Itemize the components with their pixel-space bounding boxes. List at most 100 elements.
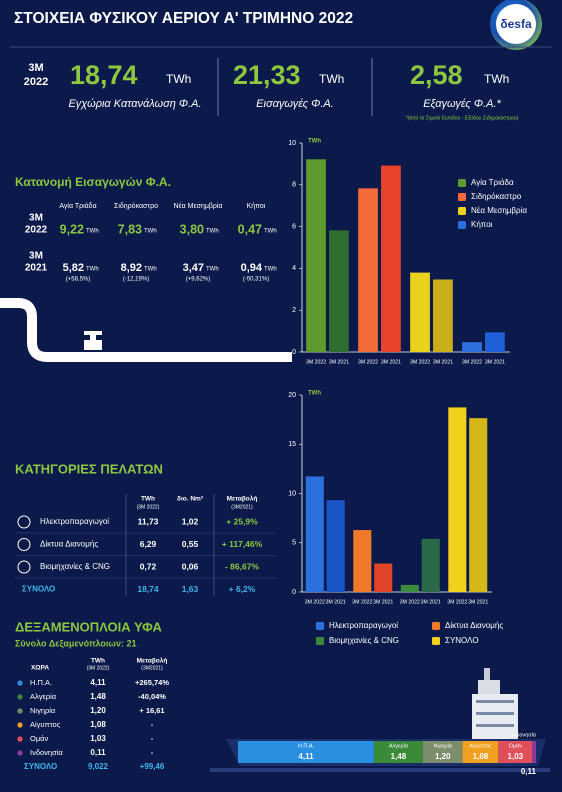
bar <box>421 538 440 592</box>
cargo-segment <box>462 741 499 763</box>
legend-label: Αγία Τριάδα <box>471 178 514 187</box>
value: 0,11 <box>90 748 106 757</box>
value: 1,48 <box>90 692 106 701</box>
value: 3,80 <box>180 222 204 236</box>
legend-swatch <box>458 221 466 229</box>
bar <box>329 230 349 352</box>
x-tick-label: 3M 2022 <box>400 599 420 605</box>
legend-swatch <box>458 207 466 215</box>
legend-swatch <box>458 193 466 201</box>
subtitle: Σύνολο Δεξαμενόπλοιων: 21 <box>15 638 136 648</box>
value: 6,29 <box>140 539 157 549</box>
segment-label: Ομάν <box>509 742 523 749</box>
segment-label: Νιγηρία <box>433 743 452 749</box>
icon <box>17 560 31 574</box>
bar <box>448 407 467 592</box>
kpi-label: Εισαγωγές Φ.Α. <box>256 98 334 110</box>
value: 3,47 <box>183 262 204 274</box>
change: (+58,5%) <box>66 277 91 283</box>
column-header: (3M 2022) <box>87 665 110 671</box>
country: Η.Π.Α. <box>30 678 52 687</box>
cargo-segment <box>498 741 533 763</box>
value: 18,74 <box>137 584 159 594</box>
y-tick-label: 15 <box>288 441 296 448</box>
category: Βιομηχανίες & CNG <box>40 562 110 571</box>
legend-label: Ηλεκτροπαραγωγοί <box>329 621 398 630</box>
column-header: διο. Nm³ <box>177 496 204 503</box>
period: 3M <box>29 251 43 262</box>
pipeline <box>0 298 292 362</box>
segment-value: 1,48 <box>391 752 407 761</box>
bar <box>326 500 345 592</box>
unit: TWh <box>206 267 219 273</box>
legend-dot <box>17 680 23 686</box>
legend-label: Δίκτυα Διανομής <box>445 621 503 630</box>
country: Νιγηρία <box>30 706 56 715</box>
change: (-12,19%) <box>123 277 149 283</box>
cargo-segment <box>238 741 374 763</box>
bar <box>433 279 453 352</box>
change: + 16,61 <box>139 706 164 715</box>
column-header: Μεταβολή <box>227 495 258 503</box>
axis-label: TWh <box>308 391 321 397</box>
value: 11,73 <box>138 516 159 526</box>
column-header: (3M2021) <box>231 504 253 510</box>
value: 4,11 <box>90 678 106 687</box>
y-tick-label: 2 <box>292 307 296 314</box>
value: 1,08 <box>90 720 106 729</box>
column-header: (3M2021) <box>141 665 163 671</box>
legend-swatch <box>316 622 324 630</box>
segment-label: Η.Π.Α. <box>298 743 315 749</box>
segment-label: Αίγυπτος <box>469 743 492 749</box>
segment-label: Αλγερία <box>389 743 409 749</box>
y-tick-label: 20 <box>288 392 296 399</box>
column-header: Αγία Τριάδα <box>59 202 96 210</box>
bar <box>410 272 430 352</box>
legend-label: Σιδηρόκαστρο <box>471 192 522 201</box>
legend-dot <box>17 722 23 728</box>
x-tick-label: 3M 2022 <box>447 599 467 605</box>
x-tick-label: 3M 2021 <box>485 359 505 365</box>
bar <box>353 530 372 592</box>
logo-inner <box>496 4 536 44</box>
y-tick-label: 6 <box>292 223 296 230</box>
change: + 117,46% <box>222 539 263 549</box>
legend-dot <box>17 736 23 742</box>
change: + 25,9% <box>226 516 258 526</box>
column-header: (3M 2022) <box>137 504 160 510</box>
icon <box>17 515 31 529</box>
x-tick-label: 3M 2022 <box>305 599 325 605</box>
legend-label: Νέα Μεσημβρία <box>471 206 527 215</box>
segment-value: 1,08 <box>473 752 489 761</box>
y-tick-label: 0 <box>292 589 296 596</box>
category: Δίκτυα Διανομής <box>40 540 98 549</box>
unit: TWh <box>86 229 99 235</box>
y-tick-label: 5 <box>292 540 296 547</box>
legend-label: ΣΥΝΟΛΟ <box>445 636 479 645</box>
change: - <box>151 734 154 743</box>
legend-swatch <box>316 637 324 645</box>
unit: TWh <box>86 267 99 273</box>
title: ΣΤΟΙΧΕΙΑ ΦΥΣΙΚΟΥ ΑΕΡΙΟΥ Α' ΤΡΙΜΗΝΟ 2022 <box>14 10 353 27</box>
category: ΣΥΝΟΛΟ <box>22 585 55 594</box>
x-tick-label: 3M 2022 <box>462 359 482 365</box>
x-tick-label: 3M 2022 <box>306 359 326 365</box>
value: 7,83 <box>118 222 142 236</box>
unit: TWh <box>206 229 219 235</box>
legend-swatch <box>432 637 440 645</box>
bar <box>462 342 482 352</box>
y-tick-label: 10 <box>288 140 296 147</box>
x-tick-label: 3M 2021 <box>468 599 488 605</box>
bar <box>485 332 505 352</box>
column-header: Κήποι <box>247 203 266 210</box>
bar <box>469 418 488 592</box>
y-tick-label: 10 <box>288 490 296 497</box>
category: Ηλεκτροπαραγωγοί <box>40 517 109 526</box>
change: -40,04% <box>138 692 166 701</box>
y-tick-label: 8 <box>292 182 296 189</box>
unit: TWh <box>144 267 157 273</box>
legend-label: Κήποι <box>471 220 493 229</box>
change: - <box>151 720 154 729</box>
period: 2021 <box>25 263 48 274</box>
